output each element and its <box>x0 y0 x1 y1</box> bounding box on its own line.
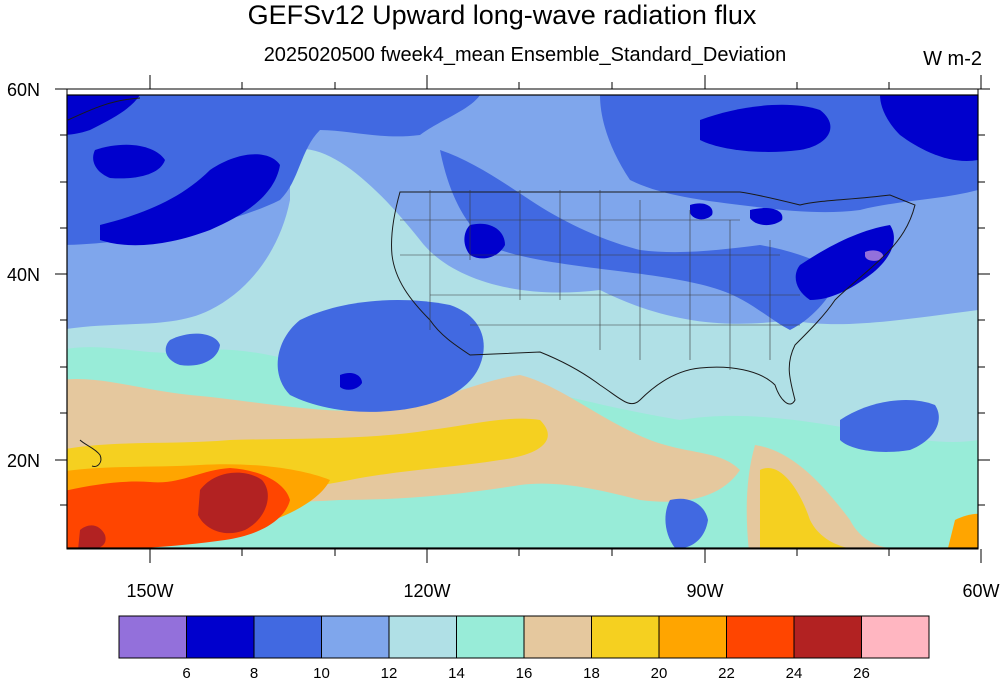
field-band-24-26 <box>198 472 268 534</box>
colorbar-box-3 <box>321 615 390 659</box>
field-band-8-10-small <box>165 333 220 366</box>
lon-label-150w: 150W <box>126 581 174 601</box>
field-band-24-26-west <box>78 525 106 548</box>
colorbar-label-20: 20 <box>650 665 668 682</box>
map-title: GEFSv12 Upward long-wave radiation flux <box>247 0 757 30</box>
colorbar-box-0 <box>118 615 187 659</box>
colorbar-box-11 <box>861 615 930 659</box>
lon-label-120w: 120W <box>403 581 451 601</box>
lon-label-60w: 60W <box>962 581 1000 601</box>
units-label: W m-2 <box>923 48 982 70</box>
colorbar-box-5 <box>456 615 525 659</box>
field-band-8-10-northeast <box>600 95 978 213</box>
colorbar-label-26: 26 <box>853 665 870 682</box>
colorbar-label-10: 10 <box>313 665 330 682</box>
colorbar-box-8 <box>658 615 727 659</box>
field-band-lt6 <box>865 250 884 261</box>
field-band-6-8-b <box>93 144 165 179</box>
field-band-6-8-c <box>100 154 280 246</box>
lat-label-60n: 60N <box>6 80 40 100</box>
colorbar-label-22: 22 <box>718 665 735 682</box>
field-band-6-8-g <box>464 223 505 259</box>
colorbar-box-2 <box>253 615 322 659</box>
field-band-6-8-i <box>690 203 713 220</box>
lat-label-20n: 20N <box>6 451 40 471</box>
lat-label-40n: 40N <box>6 265 40 285</box>
map-field <box>67 95 978 548</box>
axes-frame <box>66 88 979 550</box>
field-band-20-22-east <box>948 513 978 548</box>
field-band-8-10-south <box>665 498 708 548</box>
field-band-6-8-e <box>880 95 978 161</box>
field-band-6-8-a <box>67 95 140 135</box>
axis-ticks <box>55 75 990 563</box>
field-band-6-8-j <box>750 208 783 226</box>
colorbar-box-10 <box>793 615 862 659</box>
hawaii-outline <box>79 439 102 467</box>
field-band-6-8-f <box>795 225 894 300</box>
state-borders-ew <box>400 219 800 326</box>
field-band-8-10-central <box>440 150 840 330</box>
colorbar-label-6: 6 <box>182 665 191 682</box>
field-band-8-10-pacific <box>277 300 484 412</box>
map-subtitle: 2025020500 fweek4_mean Ensemble_Standard… <box>263 44 787 66</box>
field-band-6-8-h <box>340 372 362 390</box>
alaska-outline <box>67 97 141 121</box>
colorbar-box-4 <box>388 615 457 659</box>
colorbar-box-6 <box>523 615 592 659</box>
colorbar-label-16: 16 <box>515 665 533 682</box>
field-band-18-20-east <box>760 468 849 548</box>
field-band-6-8-d <box>700 104 831 152</box>
lon-label-90w: 90W <box>686 581 724 601</box>
colorbar-box-1 <box>186 615 255 659</box>
colorbar <box>118 615 930 659</box>
colorbar-label-18: 18 <box>583 665 600 682</box>
colorbar-box-7 <box>591 615 660 659</box>
colorbar-label-14: 14 <box>448 665 465 682</box>
colorbar-box-9 <box>726 615 795 659</box>
coastlines <box>67 97 916 467</box>
colorbar-label-12: 12 <box>380 665 398 682</box>
colorbar-label-8: 8 <box>249 665 259 682</box>
field-band-8-10-atlantic <box>840 400 939 452</box>
colorbar-label-24: 24 <box>785 665 803 682</box>
us-outline <box>391 191 916 405</box>
